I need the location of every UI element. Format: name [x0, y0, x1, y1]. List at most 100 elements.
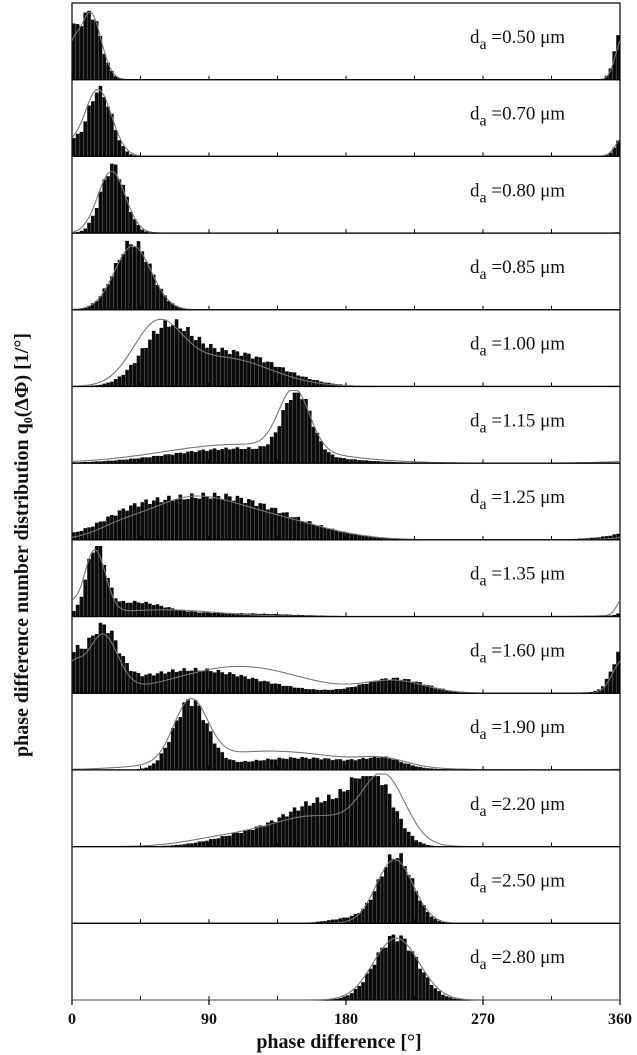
histogram-bar — [83, 12, 88, 80]
histogram-bar — [323, 801, 327, 847]
histogram-bar — [338, 689, 342, 694]
histogram-bar — [285, 758, 289, 770]
histogram-bar — [75, 604, 80, 617]
histogram-bar — [94, 207, 99, 234]
histogram-bars — [136, 699, 449, 770]
histogram-bar — [174, 305, 179, 310]
histogram-bar — [186, 451, 190, 464]
histogram-bar — [258, 681, 263, 694]
histogram-bar — [608, 671, 613, 694]
histogram-bar — [395, 811, 400, 847]
histogram-bar — [72, 137, 76, 157]
histogram-bar — [201, 612, 205, 617]
histogram-bars — [72, 85, 620, 157]
histogram-bar — [342, 531, 346, 540]
histogram-bar — [228, 449, 232, 464]
histogram-bar — [201, 449, 205, 464]
histogram-bar — [132, 600, 137, 617]
histogram-bar — [266, 681, 270, 694]
histogram-bar — [91, 461, 95, 464]
histogram-bar — [319, 689, 323, 694]
histogram-bar — [334, 798, 339, 847]
histogram-bar — [266, 444, 270, 464]
histogram-bar — [83, 228, 88, 234]
histogram-bar — [346, 789, 350, 847]
histogram-bar — [163, 499, 167, 540]
histogram-bar — [220, 672, 225, 694]
histogram-bar — [288, 517, 293, 540]
histogram-bar — [433, 988, 438, 1000]
histogram-bar — [380, 876, 384, 924]
histogram-bar — [422, 905, 426, 924]
panel-label: da =1.60 μm — [470, 640, 565, 666]
histogram-bar — [136, 602, 141, 617]
histogram-bar — [243, 760, 247, 770]
histogram-bar — [338, 998, 342, 1000]
histogram-bar — [422, 843, 426, 847]
histogram-bar — [174, 844, 179, 847]
histogram-bar — [155, 333, 160, 387]
histogram-bar — [182, 668, 186, 694]
histogram-bar — [269, 507, 274, 540]
panel-3: da =0.80 μm — [71, 155, 621, 234]
histogram-bar — [266, 822, 270, 847]
histogram-bar — [167, 495, 171, 540]
histogram-bar — [612, 664, 616, 694]
histogram-bar — [209, 731, 213, 770]
histogram-bar — [380, 947, 384, 1000]
histogram-bar — [98, 384, 103, 387]
histogram-bar — [155, 673, 160, 694]
histogram-bar — [346, 995, 350, 1000]
histogram-bar — [144, 499, 148, 540]
histogram-bar — [357, 985, 362, 1000]
histogram-bar — [155, 760, 160, 770]
histogram-bar — [193, 452, 198, 464]
histogram-bar — [182, 308, 186, 310]
histogram-bar — [285, 512, 289, 540]
histogram-bar — [243, 676, 247, 694]
histogram-bar — [376, 776, 381, 847]
histogram-bar — [140, 768, 145, 770]
histogram-bars — [75, 163, 152, 234]
histogram-bar — [235, 613, 240, 617]
histogram-bar — [163, 454, 167, 464]
histogram-bar — [98, 191, 103, 234]
histogram-bar — [178, 670, 183, 694]
histogram-bar — [125, 602, 129, 617]
histogram-bar — [418, 968, 422, 1000]
histogram-bar — [258, 446, 263, 464]
histogram-bar — [403, 763, 407, 770]
histogram-bar — [254, 356, 259, 387]
histogram-bar — [113, 598, 118, 617]
histogram-bar — [288, 614, 293, 617]
histogram-bar — [277, 366, 282, 387]
histogram-bar — [132, 363, 137, 387]
histogram-bar — [140, 457, 145, 464]
histogram-bar — [117, 259, 122, 310]
histogram-bar — [277, 757, 282, 770]
histogram-bar — [151, 455, 156, 464]
histogram-bar — [136, 355, 141, 387]
histogram-bar — [151, 500, 156, 540]
histogram-bar — [102, 624, 107, 694]
histogram-bar — [159, 456, 164, 464]
histogram-bar — [380, 757, 384, 770]
histogram-bar — [334, 919, 339, 924]
histogram-bar — [361, 460, 365, 464]
histogram-bar — [235, 495, 240, 540]
histogram-bar — [117, 140, 122, 157]
histogram-bar — [148, 765, 152, 770]
histogram-bar — [395, 677, 400, 694]
histogram-bar — [315, 757, 320, 770]
histogram-bar — [600, 686, 605, 694]
histogram-bar — [376, 537, 381, 540]
panel-10: da =1.90 μm — [71, 692, 621, 771]
histogram-bar — [380, 785, 384, 847]
histogram-bar — [338, 531, 342, 540]
histogram-bar — [94, 21, 99, 80]
histogram-bar — [429, 768, 434, 770]
histogram-bar — [346, 759, 350, 770]
histogram-bar — [311, 757, 316, 770]
histogram-bar — [448, 690, 453, 694]
histogram-bar — [235, 762, 240, 770]
